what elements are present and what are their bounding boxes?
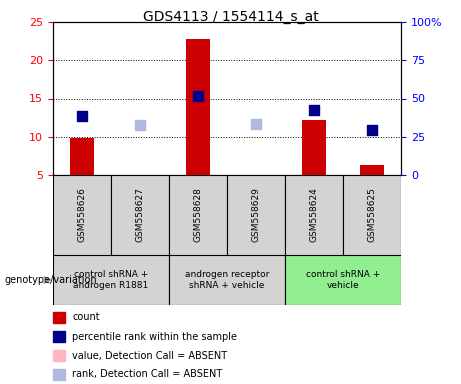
FancyBboxPatch shape	[169, 175, 227, 255]
Bar	[53, 350, 65, 361]
Text: GSM558626: GSM558626	[77, 187, 87, 242]
Bar	[53, 369, 65, 380]
Text: genotype/variation: genotype/variation	[5, 275, 97, 285]
Point	[136, 122, 144, 128]
Bar	[53, 331, 65, 342]
Text: control shRNA +
vehicle: control shRNA + vehicle	[306, 270, 380, 290]
Text: count: count	[72, 313, 100, 323]
Text: androgen receptor
shRNA + vehicle: androgen receptor shRNA + vehicle	[185, 270, 269, 290]
Text: rank, Detection Call = ABSENT: rank, Detection Call = ABSENT	[72, 369, 222, 379]
FancyBboxPatch shape	[169, 255, 285, 305]
Point	[310, 107, 318, 113]
Point	[252, 121, 260, 127]
FancyBboxPatch shape	[53, 255, 169, 305]
Text: GSM558629: GSM558629	[252, 187, 260, 242]
Point	[368, 127, 376, 133]
Bar	[71, 138, 94, 175]
FancyBboxPatch shape	[285, 255, 401, 305]
FancyBboxPatch shape	[53, 175, 111, 255]
FancyBboxPatch shape	[227, 175, 285, 255]
Point	[78, 113, 86, 119]
Text: value, Detection Call = ABSENT: value, Detection Call = ABSENT	[72, 351, 227, 361]
FancyBboxPatch shape	[111, 175, 169, 255]
Text: GSM558625: GSM558625	[367, 187, 377, 242]
Text: GDS4113 / 1554114_s_at: GDS4113 / 1554114_s_at	[142, 10, 319, 23]
Text: GSM558627: GSM558627	[136, 187, 145, 242]
Bar	[361, 165, 384, 175]
FancyBboxPatch shape	[343, 175, 401, 255]
Bar	[53, 312, 65, 323]
Text: percentile rank within the sample: percentile rank within the sample	[72, 331, 237, 341]
Text: GSM558624: GSM558624	[309, 188, 319, 242]
Bar	[302, 120, 325, 175]
Text: control shRNA +
androgen R1881: control shRNA + androgen R1881	[73, 270, 148, 290]
Text: GSM558628: GSM558628	[194, 187, 202, 242]
FancyBboxPatch shape	[285, 175, 343, 255]
Point	[195, 93, 202, 99]
Bar	[186, 39, 210, 175]
